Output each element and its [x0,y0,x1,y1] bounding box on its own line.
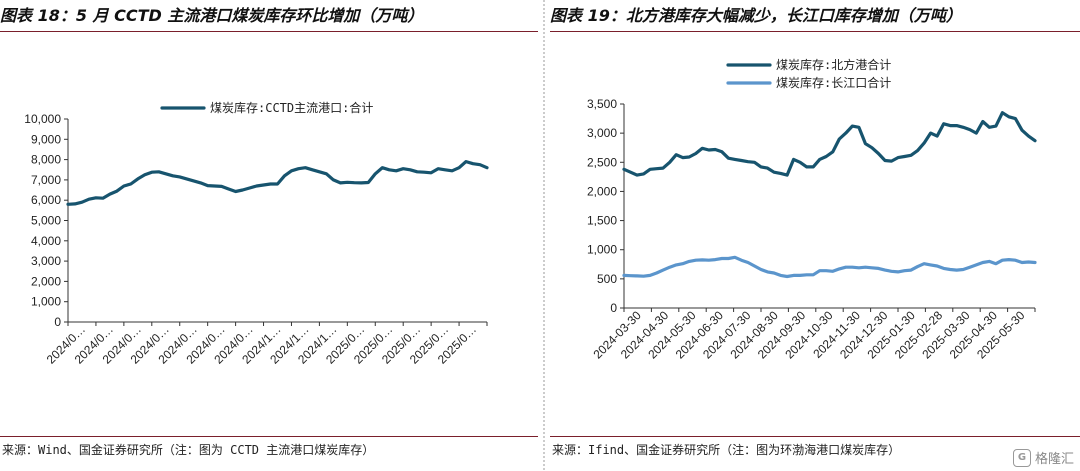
y-tick-label: 5,000 [31,214,61,228]
series-line-1 [622,111,1037,177]
line-chart-bohai: 05001,0001,5002,0002,5003,0003,5002024-0… [587,57,1037,362]
y-tick-label: 10,000 [24,112,61,126]
chart-panel-right: 图表 19：北方港库存大幅减少，长江口库存增加（万吨） 0 500 1,000 1,5… [550,0,1080,471]
y-tick-label: 9,000 [31,132,61,146]
series-line-1 [66,160,489,206]
watermark-text: 格隆汇 [1034,452,1074,467]
line-chart-cctd: 0 1,000 2,000 3,000 4,000 5,000 6,000 7,000 8,00… [24,100,489,367]
title-rule-left [0,31,538,32]
panel-divider [543,0,545,471]
y-tick-label: 0 [54,315,61,329]
y-tick-label: 1,000 [31,295,61,309]
y-tick-label: 4,000 [31,234,61,248]
source-note-right: 来源：Ifind、国金证券研究所（注：图为环渤海港口煤炭库存） [552,443,901,457]
y-tick-label: 2,500 [587,155,617,169]
y-tick-label: 3,000 [31,254,61,268]
title-rule-right [550,31,1080,32]
series-line-2 [622,255,1037,279]
y-tick-label: 3,500 [587,97,617,111]
source-rule-right [550,436,1080,437]
source-rule-left [0,436,538,437]
legend-label-1: 煤炭库存:北方港合计 [776,57,891,72]
y-tick-label: 6,000 [31,193,61,207]
y-tick-label: 1,000 [587,243,617,257]
chart-panel-left: 图表 18：5 月 CCTD 主流港口煤炭库存环比增加（万吨） 0 1,000 2,… [0,0,538,471]
source-note-left: 来源：Wind、国金证券研究所（注：图为 CCTD 主流港口煤炭库存） [2,443,375,457]
y-tick-label: 8,000 [31,153,61,167]
y-tick-label: 0 [610,301,617,315]
chart-title-right: 图表 19：北方港库存大幅减少，长江口库存增加（万吨） [550,6,962,25]
watermark: G 格隆汇 [1012,448,1074,467]
y-tick-label: 500 [597,272,617,286]
y-tick-label: 1,500 [587,214,617,228]
y-tick-label: 7,000 [31,173,61,187]
chart-title-left: 图表 18：5 月 CCTD 主流港口煤炭库存环比增加（万吨） [0,6,424,25]
legend-label-2: 煤炭库存:长江口合计 [776,75,891,90]
y-tick-label: 3,000 [587,126,617,140]
y-tick-label: 2,000 [587,184,617,198]
legend-label-1: 煤炭库存:CCTD主流港口:合计 [210,100,373,115]
gelonghui-logo-icon: G [1012,448,1031,467]
y-tick-label: 2,000 [31,274,61,288]
